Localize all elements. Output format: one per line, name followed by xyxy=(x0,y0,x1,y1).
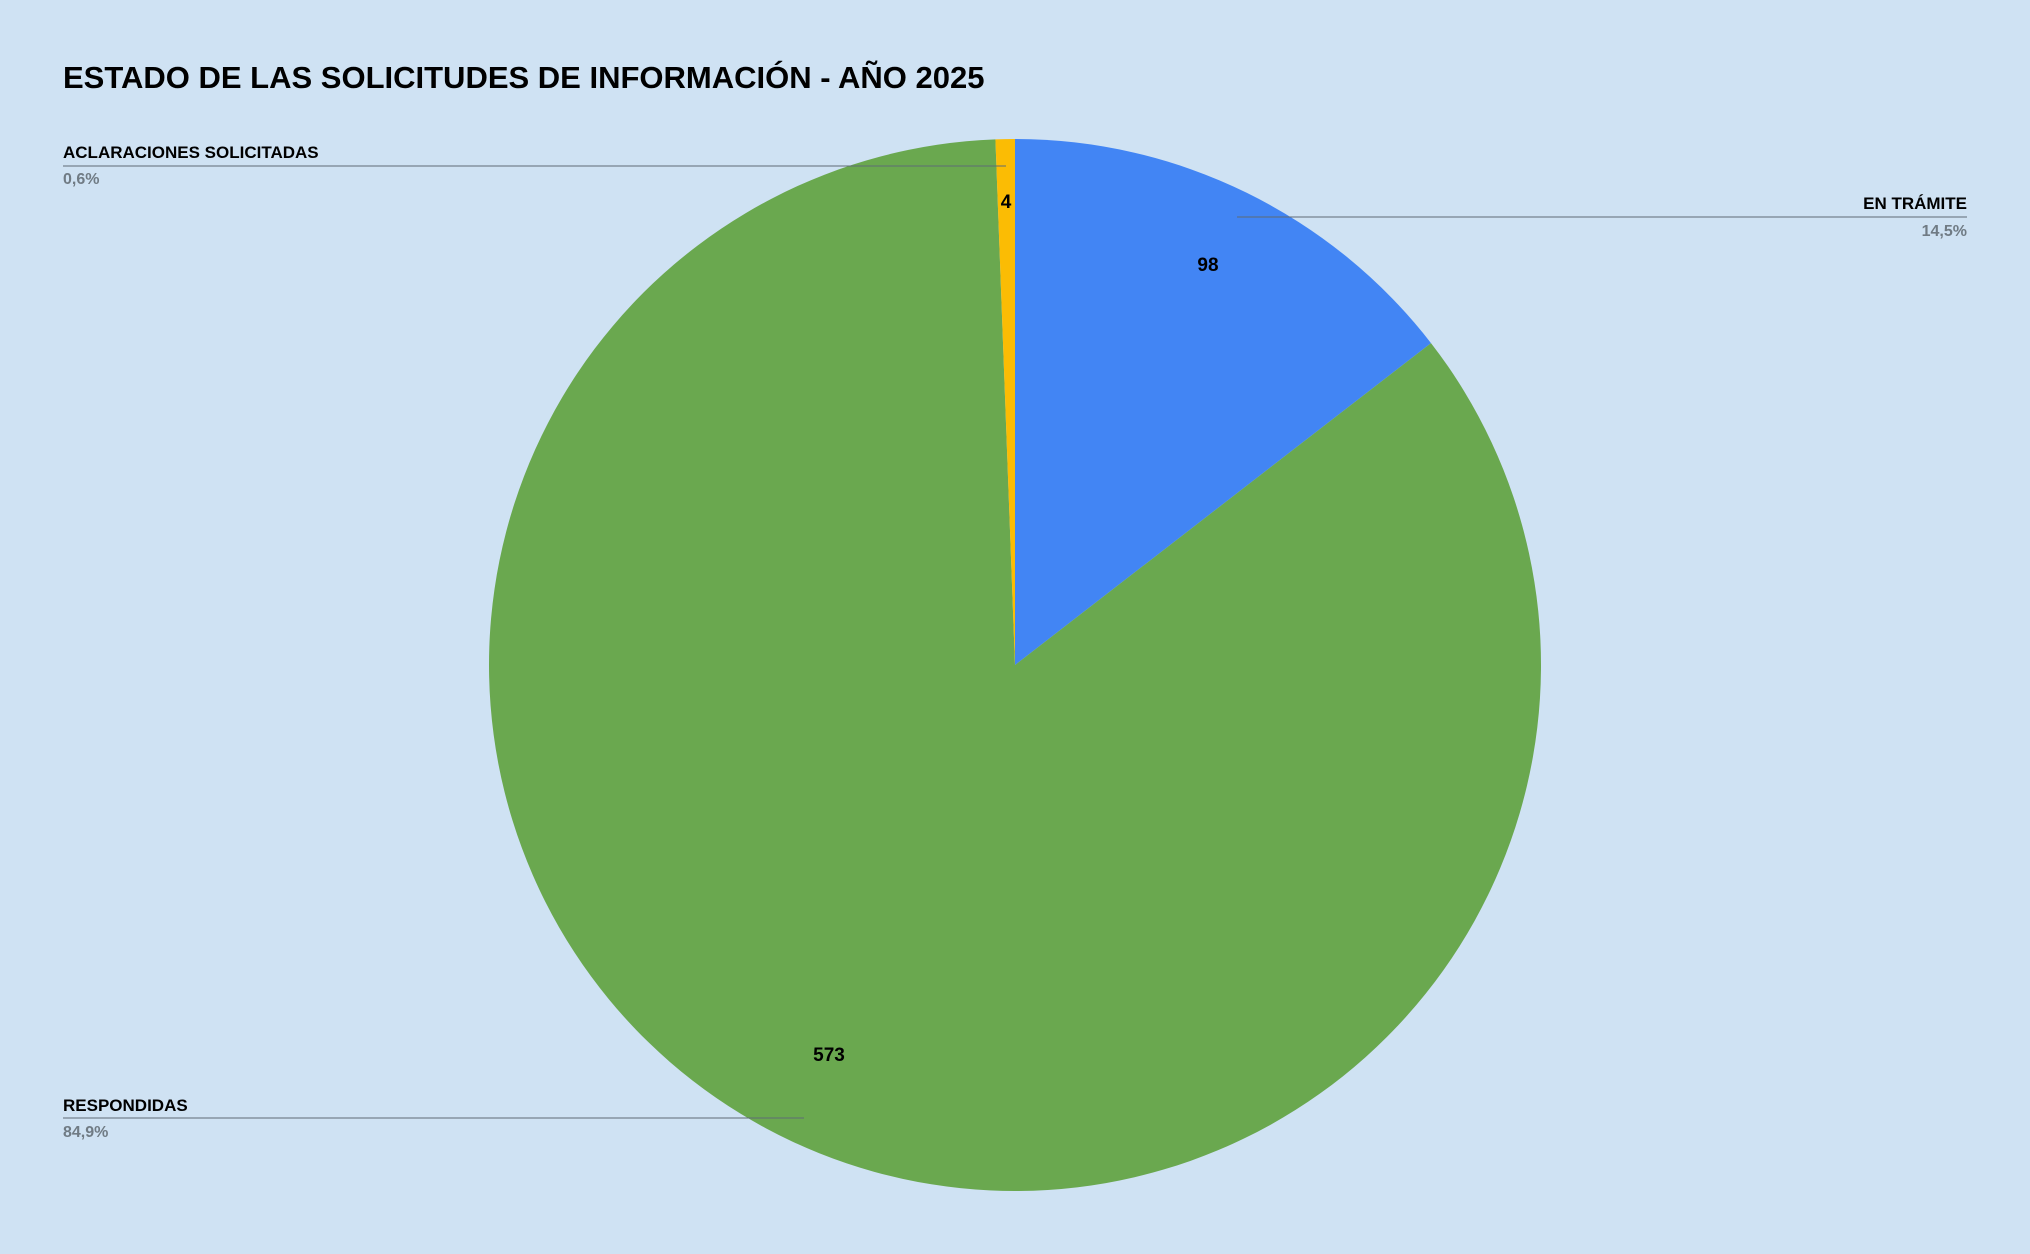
data-label-en-tramite: 98 xyxy=(1197,255,1218,276)
percent-label-en-tramite: 14,5% xyxy=(1922,223,1967,240)
data-label-aclaraciones-solicitadas: 4 xyxy=(1001,192,1012,213)
percent-label-respondidas: 84,9% xyxy=(63,1124,108,1141)
pie-slice-respondidas xyxy=(489,139,1542,1191)
data-label-respondidas: 573 xyxy=(813,1045,845,1066)
percent-label-aclaraciones-solicitadas: 0,6% xyxy=(63,171,99,188)
chart-title: ESTADO DE LAS SOLICITUDES DE INFORMACIÓN… xyxy=(63,60,985,95)
pie-slice-en-tramite xyxy=(1015,139,1431,665)
pie-labels: 98 EN TRÁMITE 14,5% 573 RESPONDIDAS 84,9% 4 ACL… xyxy=(63,143,1967,1141)
category-label-aclaraciones-solicitadas: ACLARACIONES SOLICITADAS xyxy=(63,143,319,162)
category-label-respondidas: RESPONDIDAS xyxy=(63,1096,188,1115)
pie-slice-aclaraciones-solicitadas xyxy=(995,138,1015,665)
category-label-en-tramite: EN TRÁMITE xyxy=(1863,194,1967,213)
pie-slices xyxy=(489,138,1542,1191)
